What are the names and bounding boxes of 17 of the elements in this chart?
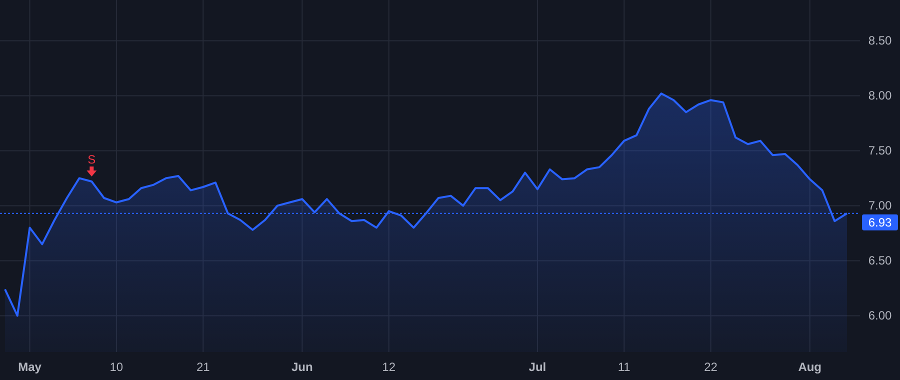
x-tick-label: 10	[110, 360, 124, 374]
y-tick-label: 6.00	[868, 308, 892, 323]
x-tick-label: 12	[382, 360, 396, 374]
x-tick-label: 21	[196, 360, 210, 374]
y-tick-label: 7.00	[868, 198, 892, 213]
x-tick-label: Aug	[798, 360, 822, 374]
y-tick-label: 6.50	[868, 254, 892, 268]
annotation: S	[88, 152, 96, 166]
x-tick-label: 22	[704, 360, 718, 374]
y-tick-label: 7.50	[868, 144, 892, 158]
x-tick-label: 11	[618, 360, 631, 374]
x-tick-label: May	[18, 360, 42, 374]
x-tick-label: Jul	[528, 360, 546, 374]
x-tick-label: Jun	[292, 360, 313, 374]
ref-line-label: 6.93	[868, 215, 892, 230]
y-tick-label: 8.50	[868, 34, 892, 48]
y-tick-label: 8.00	[868, 88, 892, 103]
